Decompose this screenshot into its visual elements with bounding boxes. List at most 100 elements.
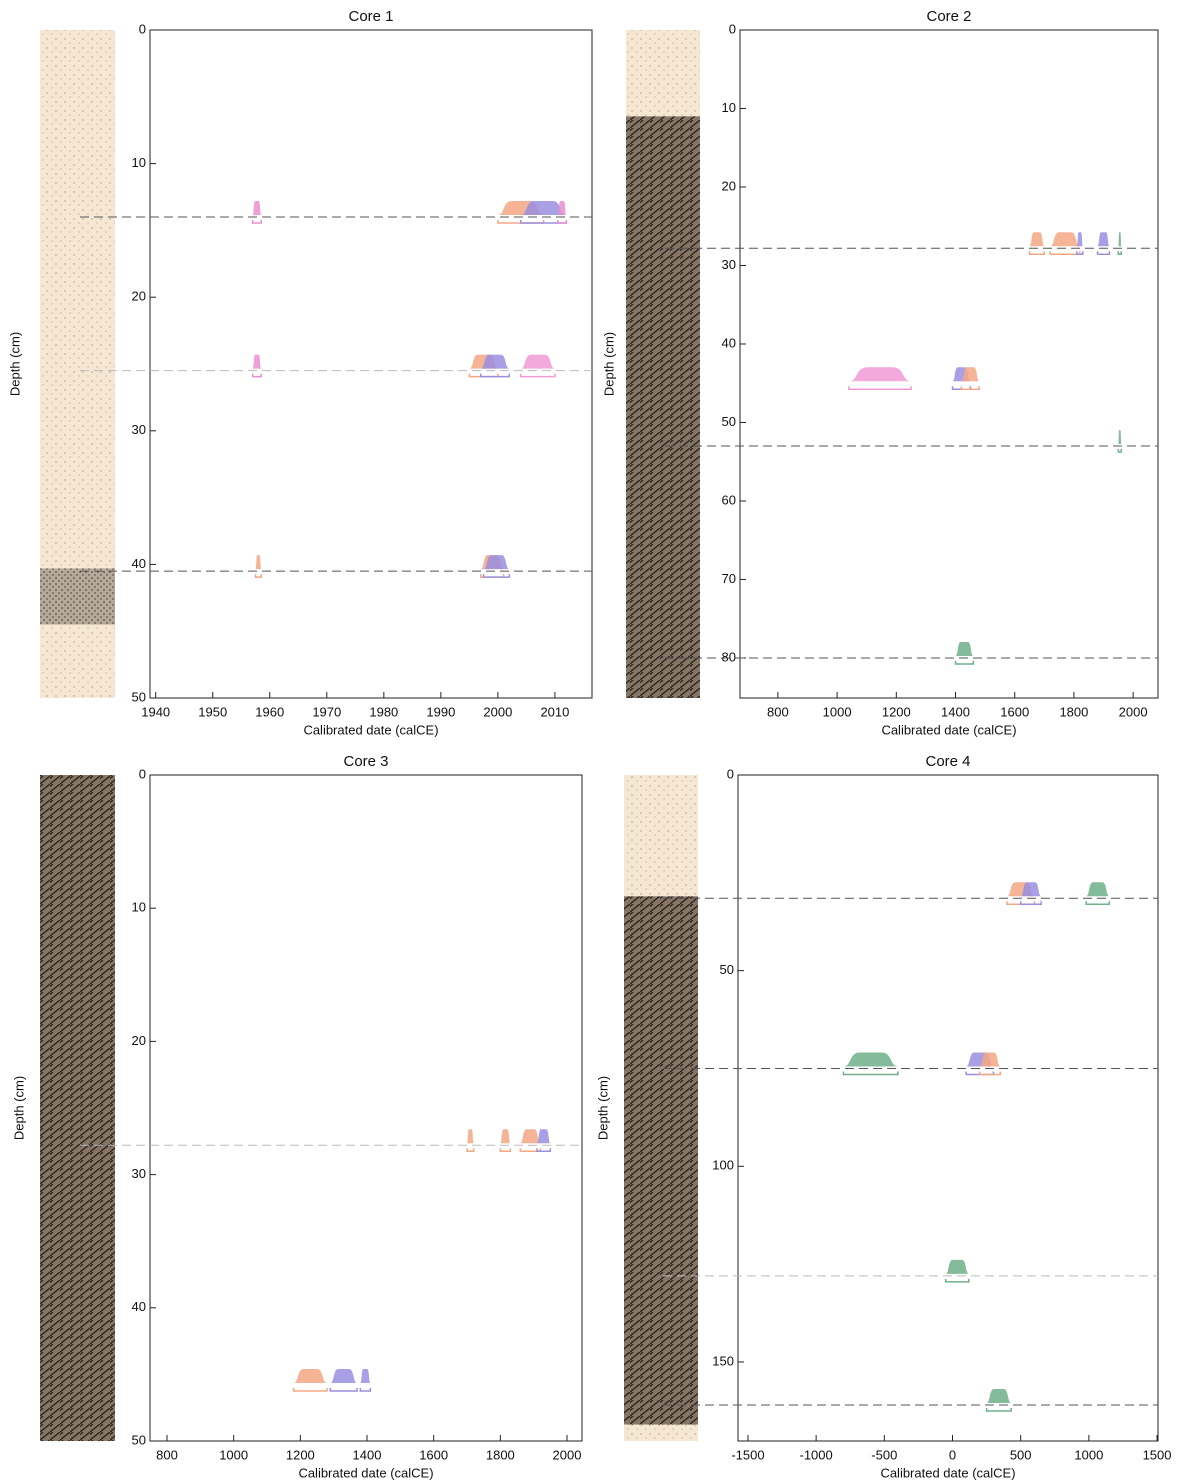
y-tick-label: 20	[132, 1033, 146, 1048]
plot-frame	[149, 29, 593, 699]
y-tick-label: 100	[712, 1158, 734, 1173]
date-range-bracket	[1096, 251, 1111, 255]
x-tick-label: 1960	[255, 704, 284, 719]
date-distribution	[1029, 232, 1045, 247]
date-range-bracket	[519, 1148, 542, 1153]
x-tick-label: 800	[767, 704, 789, 719]
lithology-unit	[624, 775, 698, 897]
x-tick-label: 1940	[141, 704, 170, 719]
date-distribution	[330, 1369, 357, 1384]
date-range-bracket	[329, 1388, 358, 1392]
x-tick-label: 1800	[486, 1447, 515, 1462]
x-tick-label: 2000	[483, 704, 512, 719]
x-tick-label: 1990	[426, 704, 455, 719]
x-tick-label: 1000	[1074, 1447, 1103, 1462]
date-distribution	[1118, 232, 1122, 247]
date-range-bracket	[557, 220, 568, 224]
date-range-bracket	[1117, 251, 1123, 255]
date-distribution	[986, 1389, 1012, 1403]
panel-title: Core 1	[348, 8, 393, 25]
date-distribution	[1020, 882, 1042, 897]
x-tick-label: 0	[949, 1447, 956, 1462]
date-range-bracket	[842, 1071, 899, 1076]
lithology-unit	[40, 568, 115, 625]
y-tick-label: 40	[722, 335, 736, 350]
y-tick-label: 150	[712, 1353, 734, 1368]
date-range-bracket	[480, 373, 511, 378]
date-distribution	[1050, 232, 1080, 247]
date-distribution	[483, 555, 510, 570]
plot-frame	[737, 774, 1159, 1442]
date-distribution	[955, 641, 974, 656]
date-distribution	[843, 1052, 898, 1067]
date-distribution	[480, 354, 510, 369]
date-distribution	[1118, 430, 1122, 445]
date-range-bracket	[848, 386, 912, 390]
x-tick-label: 1600	[1000, 704, 1029, 719]
date-range-bracket	[254, 574, 262, 578]
date-distribution	[293, 1369, 327, 1384]
y-tick-label: 50	[132, 1432, 146, 1447]
date-distribution	[1076, 232, 1083, 247]
y-tick-label: 50	[722, 414, 736, 429]
date-distribution	[1097, 232, 1110, 247]
y-tick-label: 10	[132, 900, 146, 915]
date-range-bracket	[1117, 449, 1123, 453]
date-distribution	[360, 1369, 371, 1384]
x-tick-label: 1600	[419, 1447, 448, 1462]
y-tick-label: 50	[132, 689, 146, 704]
x-axis-label: Calibrated date (calCE)	[881, 722, 1016, 737]
date-distribution	[979, 1052, 1001, 1067]
y-tick-label: 40	[132, 1299, 146, 1314]
date-range-bracket	[1049, 251, 1081, 255]
x-tick-label: 2000	[553, 1447, 582, 1462]
x-axis-label: Calibrated date (calCE)	[880, 1465, 1015, 1480]
panel-title: Core 3	[343, 753, 388, 770]
x-tick-label: 1000	[823, 704, 852, 719]
date-range-bracket	[979, 1071, 1001, 1076]
lithology-unit	[626, 116, 700, 699]
lithology-unit	[624, 1424, 698, 1441]
plot-frame	[739, 29, 1159, 699]
date-distribution	[500, 1129, 511, 1144]
x-tick-label: -1000	[800, 1447, 833, 1462]
x-tick-label: 1980	[369, 704, 398, 719]
x-tick-label: 800	[156, 1447, 178, 1462]
date-distribution	[252, 201, 262, 216]
date-distribution	[520, 1129, 541, 1144]
y-tick-label: 10	[722, 100, 736, 115]
date-range-bracket	[251, 220, 262, 224]
date-range-bracket	[944, 1278, 970, 1283]
x-tick-label: 1970	[312, 704, 341, 719]
date-range-bracket	[1076, 251, 1084, 255]
x-tick-label: 1200	[286, 1447, 315, 1462]
lithology-unit	[40, 30, 115, 569]
y-tick-label: 40	[132, 556, 146, 571]
x-tick-label: 1950	[198, 704, 227, 719]
y-tick-label: 20	[722, 178, 736, 193]
x-axis-label: Calibrated date (calCE)	[298, 1465, 433, 1480]
date-range-bracket	[954, 660, 975, 665]
y-tick-label: 0	[729, 21, 736, 36]
y-tick-label: 30	[722, 257, 736, 272]
y-tick-label: 30	[132, 1166, 146, 1181]
lithology-unit	[40, 624, 115, 698]
lithology-unit	[40, 775, 115, 1441]
x-tick-label: 1500	[1143, 1447, 1172, 1462]
y-axis-label: Depth (cm)	[7, 332, 22, 396]
panel-title: Core 4	[925, 753, 970, 770]
date-range-bracket	[1085, 901, 1111, 906]
date-range-bracket	[251, 373, 262, 378]
lithology-unit	[624, 896, 698, 1425]
date-range-bracket	[1019, 901, 1042, 906]
y-tick-label: 70	[722, 571, 736, 586]
y-axis-label: Depth (cm)	[601, 332, 616, 396]
x-tick-label: -500	[871, 1447, 897, 1462]
date-distribution	[255, 555, 262, 570]
y-tick-label: 50	[720, 962, 734, 977]
y-tick-label: 10	[132, 155, 146, 170]
date-distribution	[467, 1129, 474, 1144]
x-tick-label: 1400	[353, 1447, 382, 1462]
y-tick-label: 60	[722, 492, 736, 507]
y-axis-label: Depth (cm)	[11, 1076, 26, 1140]
